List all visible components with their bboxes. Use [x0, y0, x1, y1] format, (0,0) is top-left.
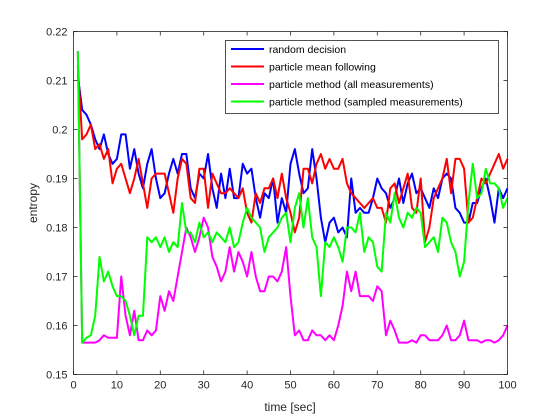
series-layer [76, 51, 509, 344]
legend-label-2: particle mean following [269, 62, 376, 74]
x-axis-ticks: 0 10 20 30 40 50 60 70 80 90 100 [70, 31, 517, 392]
x-tick-label: 20 [154, 380, 166, 392]
y-tick-label: 0.2 [52, 125, 67, 137]
x-tick-label: 10 [111, 380, 123, 392]
x-tick-label: 50 [284, 380, 296, 392]
y-tick-label: 0.17 [46, 272, 67, 284]
y-axis-ticks: 0.15 0.16 0.17 0.18 0.19 0.2 0.21 0.22 [46, 27, 508, 382]
y-axis-label: entropy [26, 183, 40, 223]
x-tick-label: 90 [458, 380, 470, 392]
legend-label-1: random decision [269, 44, 346, 56]
y-tick-label: 0.16 [46, 321, 67, 333]
y-tick-label: 0.18 [46, 223, 67, 235]
y-tick-label: 0.19 [46, 174, 67, 186]
legend-items: random decision particle mean following pa… [231, 44, 463, 109]
legend-box [225, 40, 499, 114]
legend-label-3: particle method (all measurements) [269, 79, 434, 91]
series-line-3 [76, 51, 509, 344]
y-tick-label: 0.22 [46, 27, 67, 39]
series-line-4 [76, 51, 509, 344]
y-tick-label: 0.15 [46, 370, 67, 382]
x-tick-label: 70 [371, 380, 383, 392]
x-tick-label: 30 [198, 380, 210, 392]
legend: random decision particle mean following pa… [225, 40, 499, 114]
x-tick-label: 100 [498, 380, 516, 392]
x-tick-label: 80 [415, 380, 427, 392]
x-tick-label: 60 [328, 380, 340, 392]
y-tick-label: 0.21 [46, 76, 67, 88]
x-tick-label: 40 [241, 380, 253, 392]
x-axis-label: time [sec] [264, 400, 315, 414]
legend-label-4: particle method (sampled measurements) [269, 97, 463, 109]
x-tick-label: 0 [70, 380, 76, 392]
